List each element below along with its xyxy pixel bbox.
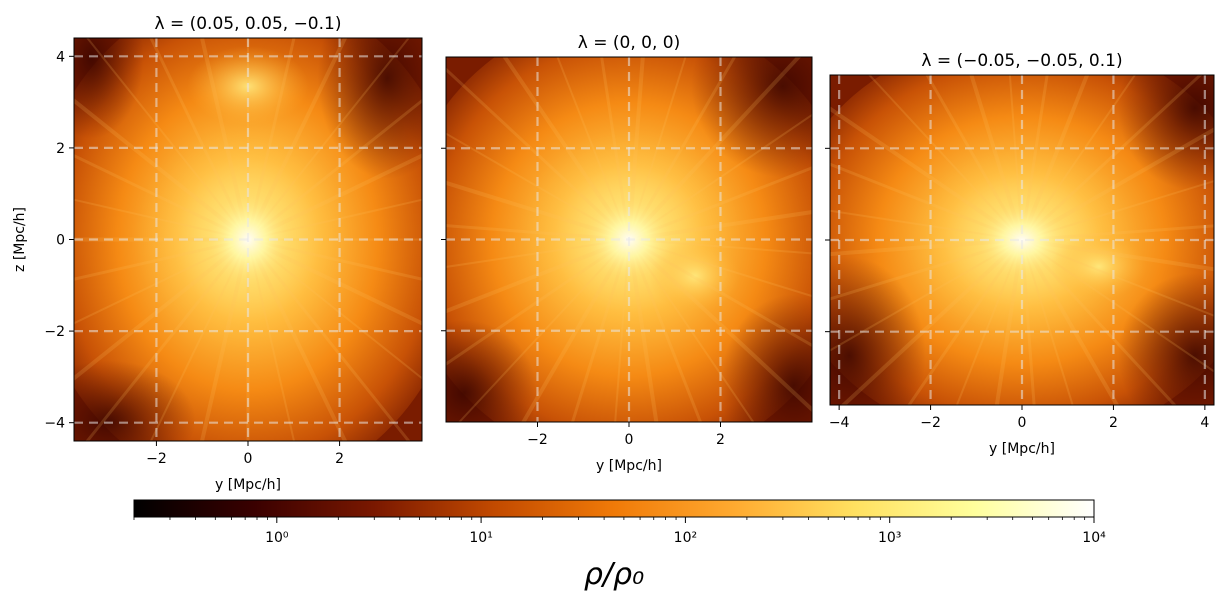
colorbar-tick-label: 10¹ bbox=[469, 530, 492, 546]
y-tick-label: 0 bbox=[56, 233, 65, 249]
colorbar-label: ρ/ρ₀ bbox=[584, 557, 644, 592]
x-axis-label: y [Mpc/h] bbox=[989, 441, 1055, 457]
x-tick-label: 0 bbox=[625, 432, 634, 448]
y-tick-label: 4 bbox=[56, 49, 65, 65]
panel-title: λ = (−0.05, −0.05, 0.1) bbox=[921, 51, 1122, 71]
x-tick-label: −2 bbox=[920, 415, 941, 431]
x-tick-label: 2 bbox=[716, 432, 725, 448]
x-tick-label: 4 bbox=[1200, 415, 1209, 431]
colorbar-tick-label: 10⁴ bbox=[1082, 530, 1106, 546]
colorbar-tick-label: 10³ bbox=[878, 530, 901, 546]
grid bbox=[830, 75, 1214, 405]
x-tick-label: −2 bbox=[527, 432, 548, 448]
x-tick-label: 0 bbox=[1018, 415, 1027, 431]
x-tick-label: −2 bbox=[146, 451, 167, 467]
colorbar-tick-label: 10⁰ bbox=[265, 530, 289, 546]
x-axis-label: y [Mpc/h] bbox=[596, 458, 662, 474]
colorbar-gradient bbox=[133, 499, 1095, 518]
x-tick-label: 0 bbox=[244, 451, 253, 467]
panel-title: λ = (0.05, 0.05, −0.1) bbox=[155, 14, 342, 34]
panel-title: λ = (0, 0, 0) bbox=[578, 33, 680, 53]
y-axis-label: z [Mpc/h] bbox=[12, 207, 28, 272]
grid bbox=[74, 38, 422, 441]
grid bbox=[446, 57, 812, 422]
colorbar-tick-label: 10² bbox=[674, 530, 697, 546]
panel-1: −2 0 2 −4 −2 0 2 4 λ = (0.05, 0.05, −0.1) y [Mpc/… bbox=[12, 14, 423, 493]
y-tick-label: 2 bbox=[56, 141, 65, 157]
x-axis-label: y [Mpc/h] bbox=[215, 477, 281, 493]
panel-2: −2 0 2 λ = (0, 0, 0) y [Mpc/h] bbox=[441, 33, 813, 474]
x-tick-label: 2 bbox=[1109, 415, 1118, 431]
panel-3: −4 −2 0 2 4 λ = (−0.05, −0.05, 0.1) y [Mpc/h] bbox=[825, 51, 1215, 457]
x-tick-label: 2 bbox=[335, 451, 344, 467]
x-tick-label: −4 bbox=[829, 415, 850, 431]
y-tick-label: −2 bbox=[44, 324, 65, 340]
colorbar: 10⁰ 10¹ 10² 10³ 10⁴ ρ/ρ₀ bbox=[133, 499, 1106, 592]
y-tick-label: −4 bbox=[44, 416, 65, 432]
